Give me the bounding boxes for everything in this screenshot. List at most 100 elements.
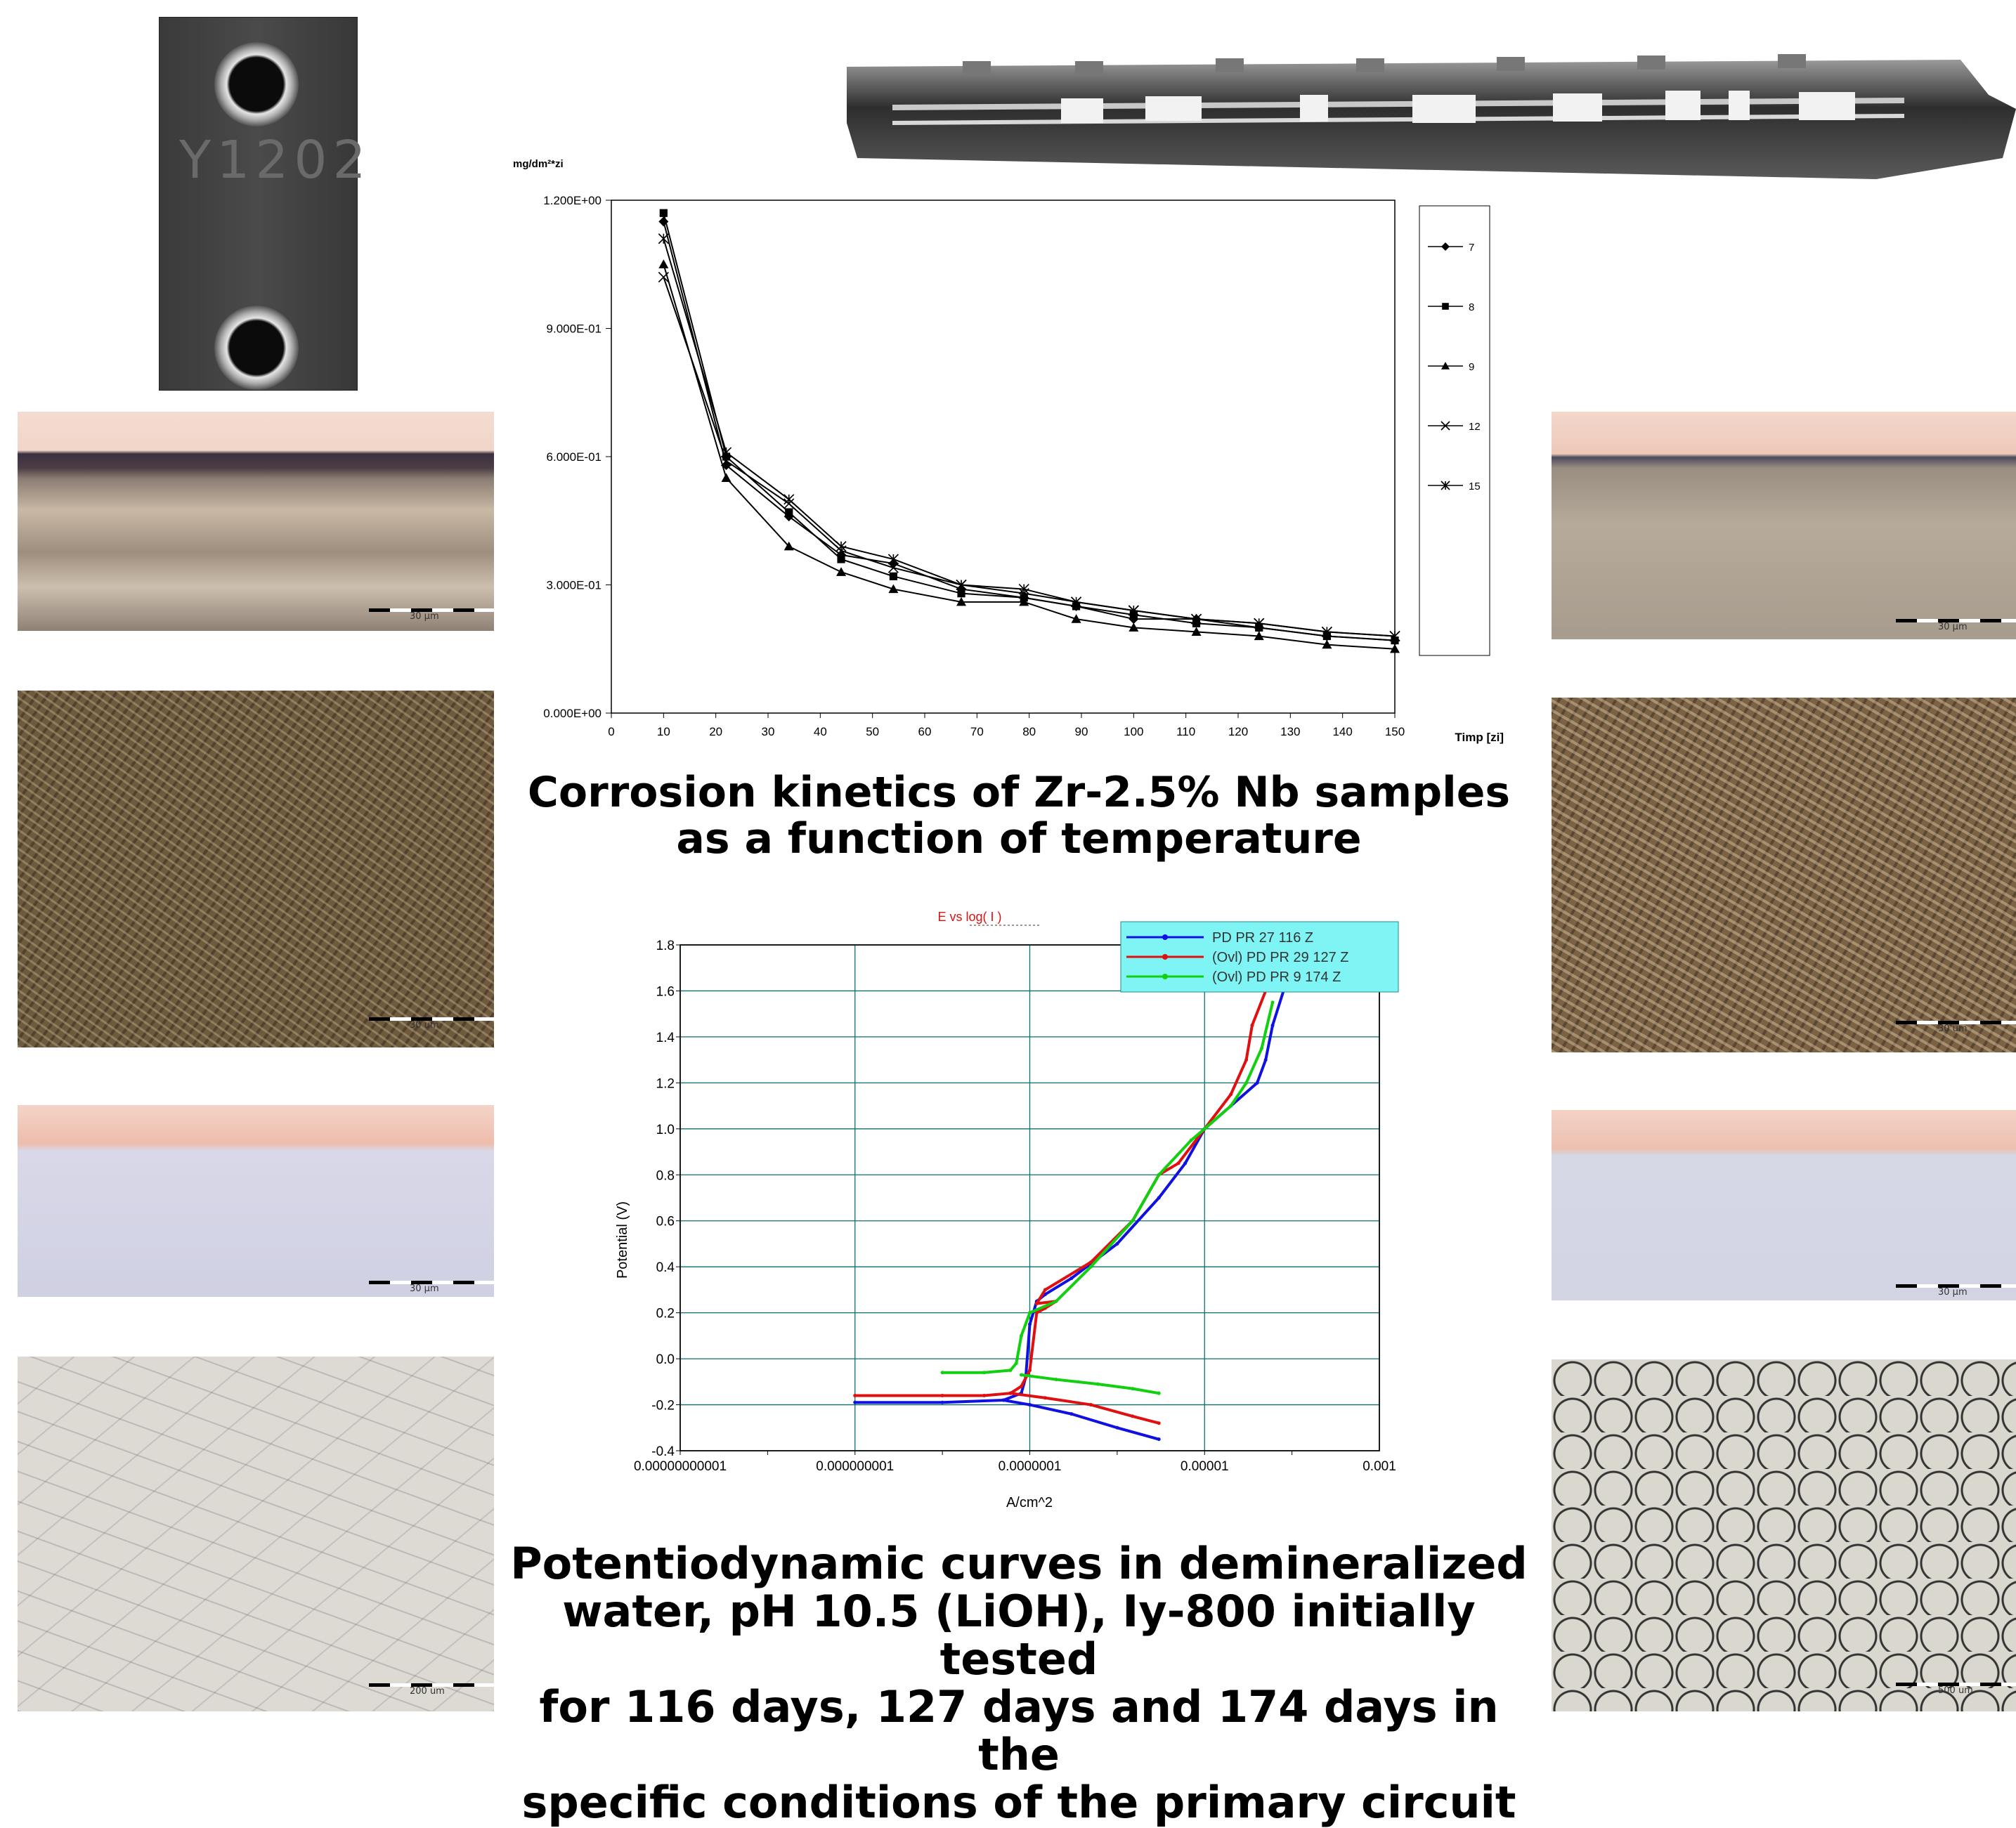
data-point bbox=[888, 584, 899, 594]
scale-bar: 30 µm bbox=[1896, 612, 2016, 633]
data-point bbox=[783, 494, 795, 505]
series-line-7 bbox=[663, 221, 1396, 641]
data-point bbox=[1244, 1081, 1249, 1085]
micrograph-left-2: 30 um bbox=[18, 691, 494, 1047]
data-point bbox=[1157, 1196, 1161, 1200]
data-point bbox=[1095, 1382, 1100, 1386]
caption-line: as a function of temperature bbox=[676, 814, 1362, 863]
x-tick-label: 10 bbox=[657, 725, 670, 738]
y-tick-label: 0.8 bbox=[656, 1168, 675, 1183]
data-point bbox=[720, 447, 732, 458]
data-point bbox=[1043, 1288, 1047, 1292]
x-tick-label: 60 bbox=[918, 725, 932, 738]
data-point bbox=[1250, 1024, 1254, 1028]
x-tick-label: 0.00000000001 bbox=[634, 1459, 727, 1474]
legend-label: 9 bbox=[1469, 361, 1474, 373]
legend-label: 8 bbox=[1469, 301, 1474, 313]
data-point bbox=[1441, 362, 1450, 370]
data-point bbox=[887, 554, 899, 565]
y-tick-label: 1.200E+00 bbox=[543, 194, 601, 207]
data-point bbox=[836, 567, 847, 576]
legend-label: 7 bbox=[1469, 242, 1474, 254]
data-point bbox=[1202, 1127, 1207, 1131]
data-point bbox=[1263, 1058, 1268, 1062]
data-point bbox=[1259, 1046, 1263, 1050]
chart-title: E vs log( I ) bbox=[937, 910, 1001, 924]
chart1-caption: Corrosion kinetics of Zr-2.5% Nb samples… bbox=[492, 769, 1546, 862]
data-point bbox=[1115, 1425, 1119, 1430]
scale-bar: 30 um bbox=[369, 1010, 494, 1031]
data-point bbox=[1034, 1311, 1039, 1315]
data-point bbox=[1129, 622, 1139, 632]
chart2-caption: Potentiodynamic curves in demineralized … bbox=[492, 1540, 1546, 1827]
data-point bbox=[720, 455, 732, 466]
caption-line: specific conditions of the primary circu… bbox=[521, 1777, 1516, 1828]
caption-line: Corrosion kinetics of Zr-2.5% Nb samples bbox=[527, 768, 1511, 817]
scale-bar: 500 um bbox=[1896, 1676, 2016, 1697]
data-point bbox=[1088, 1260, 1093, 1265]
data-point bbox=[1008, 1391, 1013, 1395]
series-line bbox=[942, 1002, 1274, 1374]
scale-bar: 30 um bbox=[1896, 1014, 2016, 1035]
data-point bbox=[1442, 303, 1449, 310]
data-point bbox=[889, 572, 897, 580]
data-point bbox=[1028, 1368, 1032, 1372]
plate-hole-bottom bbox=[214, 306, 299, 390]
data-point bbox=[1008, 1368, 1013, 1372]
micrograph-left-3: 30 µm bbox=[18, 1105, 494, 1297]
x-tick-label: 140 bbox=[1332, 725, 1352, 738]
data-point bbox=[1019, 1384, 1023, 1388]
data-point bbox=[1229, 1104, 1233, 1108]
data-point bbox=[1131, 1414, 1135, 1418]
x-tick-label: 0.0000001 bbox=[999, 1459, 1062, 1474]
data-point bbox=[956, 579, 967, 591]
y-tick-label: 3.000E-01 bbox=[547, 579, 601, 592]
data-point bbox=[1028, 1322, 1032, 1326]
micrograph-right-4: 500 um bbox=[1552, 1359, 2016, 1711]
y-tick-label: 9.000E-01 bbox=[547, 322, 601, 336]
data-point bbox=[1389, 630, 1400, 642]
micrograph-left-4: 200 um bbox=[18, 1357, 494, 1711]
x-tick-label: 150 bbox=[1385, 725, 1405, 738]
corrosion-kinetics-chart: mg/dm²*zi 1.200E+00 9.000E-01 6.000E-01 3.0… bbox=[513, 158, 1504, 744]
y-tick-label: -0.4 bbox=[651, 1444, 675, 1459]
data-point bbox=[940, 1371, 944, 1375]
scale-bar: 30 µm bbox=[1896, 1277, 2016, 1298]
data-point bbox=[1019, 1333, 1023, 1338]
legend-box bbox=[1419, 205, 1490, 656]
data-point bbox=[887, 562, 899, 573]
data-point bbox=[1157, 1391, 1161, 1395]
x-tick-label: 120 bbox=[1228, 725, 1248, 738]
x-tick-label: 0.000000001 bbox=[816, 1459, 894, 1474]
data-point bbox=[1190, 613, 1202, 625]
data-point bbox=[1131, 1387, 1135, 1391]
data-point bbox=[1019, 596, 1029, 606]
x-axis-label: Timp [zi] bbox=[1455, 731, 1504, 744]
y-tick-label: 0.4 bbox=[656, 1260, 675, 1275]
data-point bbox=[835, 541, 847, 552]
data-point bbox=[1157, 1421, 1161, 1425]
data-point bbox=[1191, 627, 1202, 636]
data-point bbox=[658, 233, 669, 244]
data-point bbox=[1255, 1081, 1259, 1085]
data-point bbox=[1176, 1161, 1181, 1166]
caption-line: for 116 days, 127 days and 174 days in t… bbox=[539, 1681, 1499, 1780]
data-point bbox=[1254, 618, 1265, 629]
data-point bbox=[940, 1400, 944, 1404]
plot-frame bbox=[679, 944, 1380, 1451]
data-point bbox=[1001, 1398, 1006, 1402]
data-point bbox=[1244, 1058, 1249, 1062]
data-point bbox=[1183, 1161, 1188, 1166]
legend-label: (Ovl) PD PR 9 174 Z bbox=[1212, 970, 1341, 985]
data-point bbox=[1043, 1396, 1047, 1400]
component-photo bbox=[847, 54, 2016, 179]
micrograph-right-3: 30 µm bbox=[1552, 1110, 2016, 1300]
data-point bbox=[1069, 1277, 1074, 1281]
caption-line: water, pH 10.5 (LiOH), Iy-800 initially … bbox=[562, 1586, 1476, 1685]
y-tick-label: 0.2 bbox=[656, 1307, 675, 1321]
plate-engraving: Y1202 bbox=[179, 130, 372, 190]
data-point bbox=[1115, 1241, 1119, 1246]
series-line-9 bbox=[663, 263, 1396, 650]
data-point bbox=[785, 508, 793, 516]
data-point bbox=[1270, 1024, 1275, 1028]
